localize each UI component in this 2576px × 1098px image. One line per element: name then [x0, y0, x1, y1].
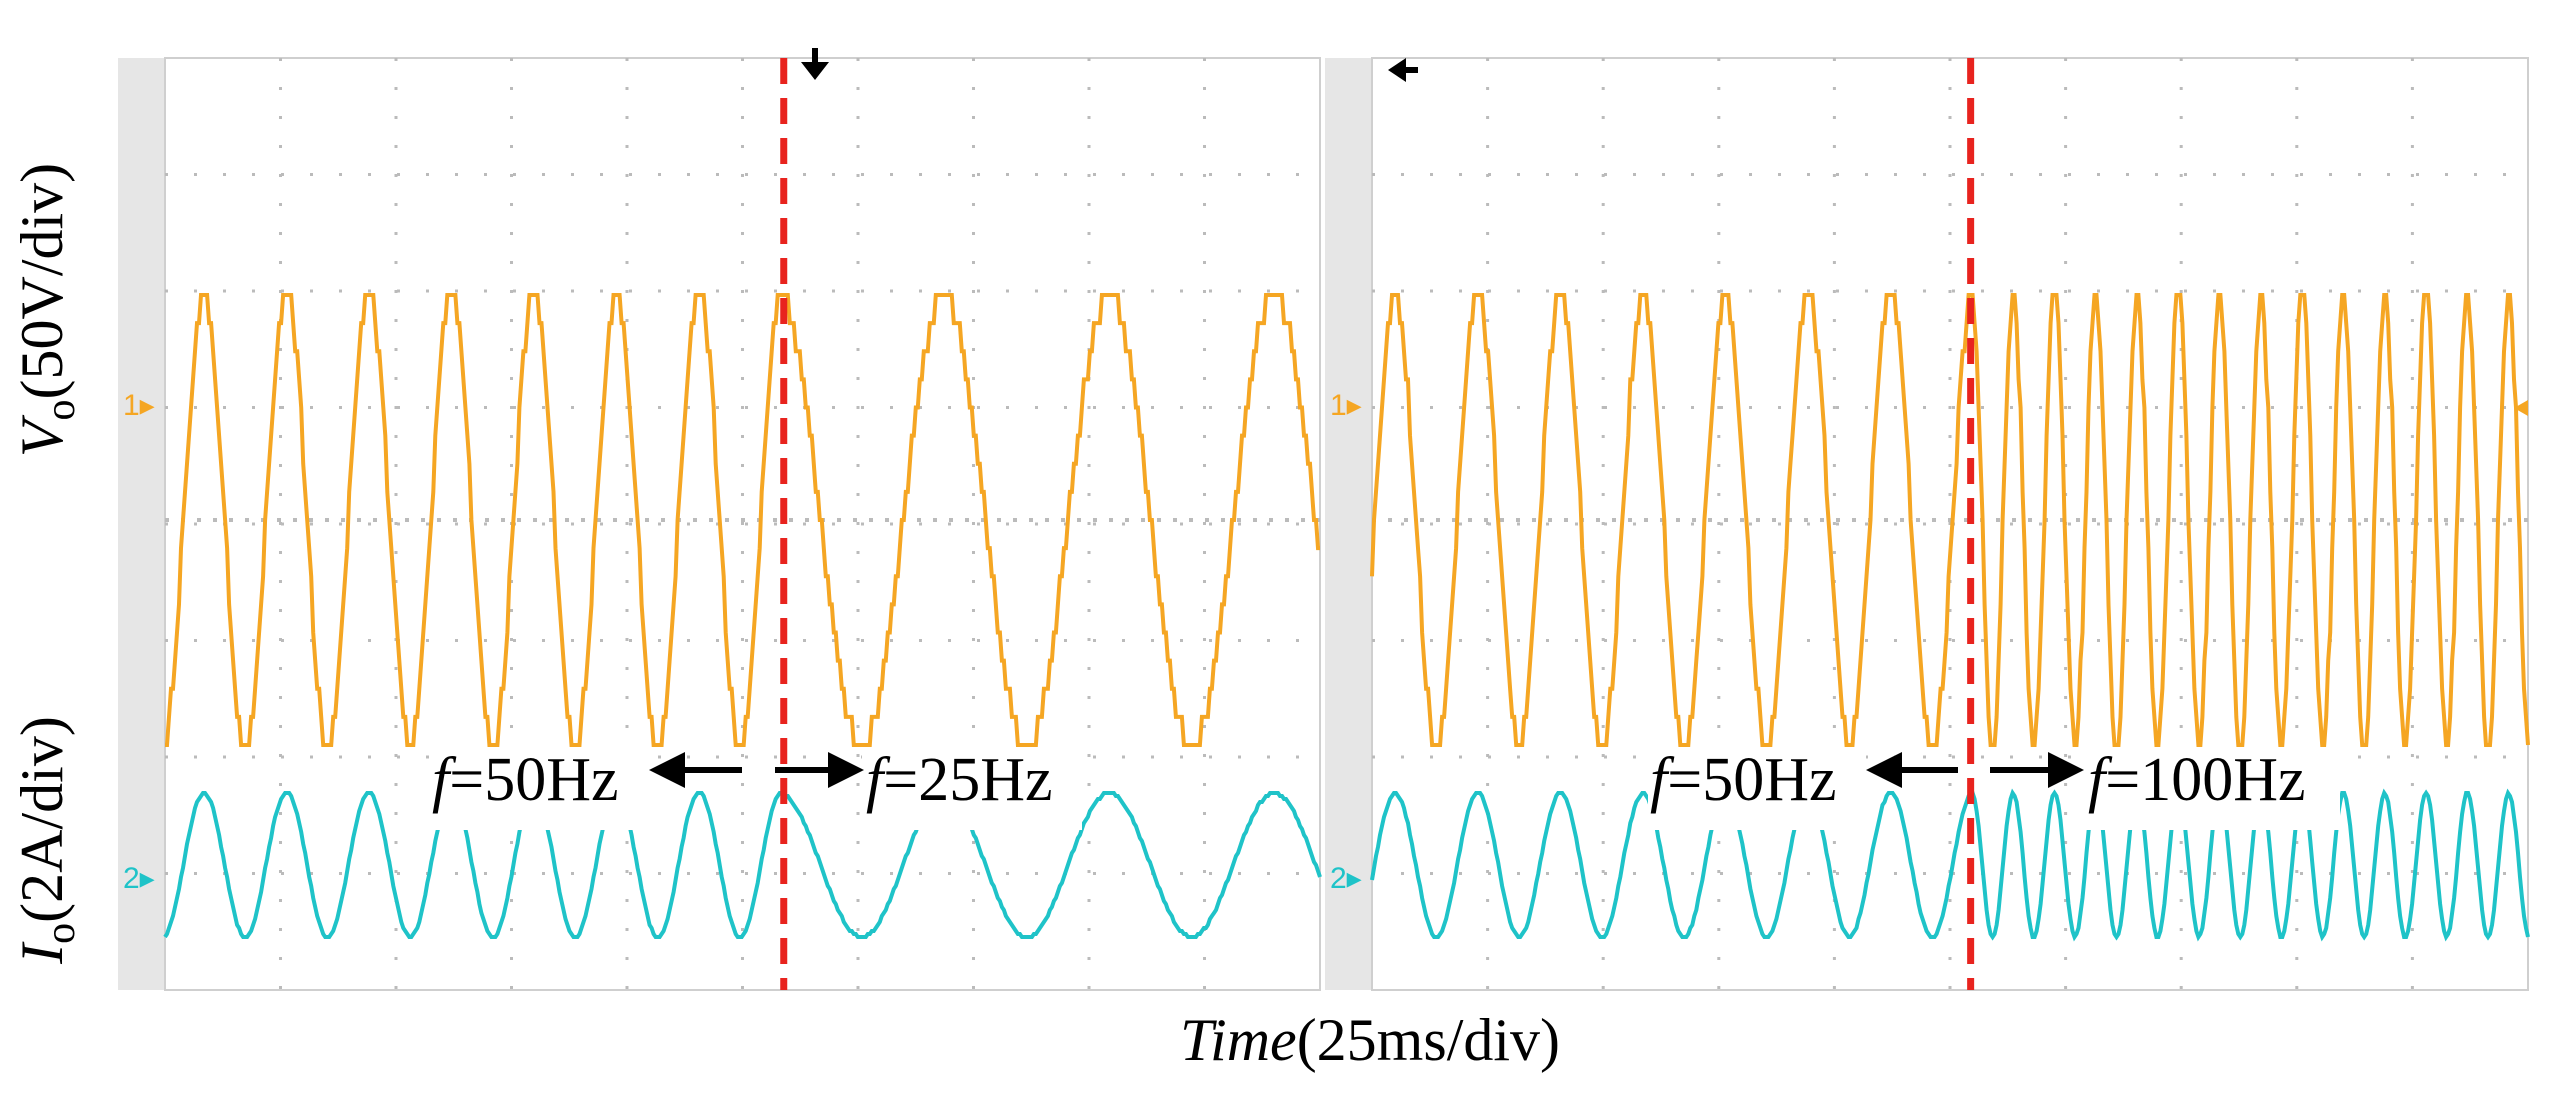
- current-scale: (2A/div): [9, 716, 75, 923]
- left-before-annotation: f=50Hz: [430, 746, 645, 830]
- left-scope-panel: 1▸ 2▸: [118, 48, 1322, 991]
- channel-1-marker: 1▸: [1330, 389, 1362, 422]
- current-axis-label: Io(2A/div): [9, 716, 84, 965]
- svg-text:f=25Hz: f=25Hz: [866, 746, 1053, 814]
- trigger-position-icon: [801, 48, 829, 80]
- time-word: Time: [1180, 1007, 1297, 1073]
- channel-2-marker: 2▸: [1330, 862, 1362, 895]
- svg-text:Vo(50V/div): Vo(50V/div): [9, 163, 84, 457]
- time-scale: (25ms/div): [1297, 1007, 1560, 1073]
- right-before-annotation: f=50Hz: [1648, 746, 1866, 830]
- trigger-position-icon: [1388, 58, 1418, 82]
- current-trace: [163, 791, 1322, 939]
- left-after-freq: =25Hz: [883, 746, 1052, 814]
- voltage-scale: (50V/div): [9, 163, 75, 400]
- right-after-freq: =100Hz: [2105, 746, 2305, 814]
- current-symbol: I: [9, 941, 75, 965]
- svg-text:f=50Hz: f=50Hz: [1650, 746, 1837, 814]
- panel-side-strip: [1325, 58, 1372, 990]
- svg-text:f=100Hz: f=100Hz: [2088, 746, 2306, 814]
- current-trace: [1370, 788, 2530, 942]
- voltage-axis-label: Vo(50V/div): [9, 163, 84, 457]
- svg-text:Io(2A/div): Io(2A/div): [9, 716, 84, 965]
- voltage-subscript: o: [38, 399, 84, 420]
- voltage-trace: [1370, 293, 2530, 747]
- right-before-freq: =50Hz: [1667, 746, 1836, 814]
- level-marker-icon: [2514, 400, 2528, 416]
- voltage-symbol: V: [9, 414, 75, 457]
- right-after-annotation: f=100Hz: [2085, 746, 2340, 830]
- voltage-trace: [165, 293, 1320, 747]
- right-scope-panel: 1▸ 2▸: [1325, 57, 2530, 991]
- svg-text:f=50Hz: f=50Hz: [432, 746, 619, 814]
- channel-1-marker: 1▸: [123, 389, 155, 422]
- current-subscript: o: [38, 923, 84, 944]
- left-after-annotation: f=25Hz: [862, 746, 1082, 830]
- panel-side-strip: [118, 58, 165, 990]
- time-axis-label: Time(25ms/div): [1180, 1007, 1560, 1073]
- channel-2-marker: 2▸: [123, 862, 155, 895]
- left-before-freq: =50Hz: [449, 746, 618, 814]
